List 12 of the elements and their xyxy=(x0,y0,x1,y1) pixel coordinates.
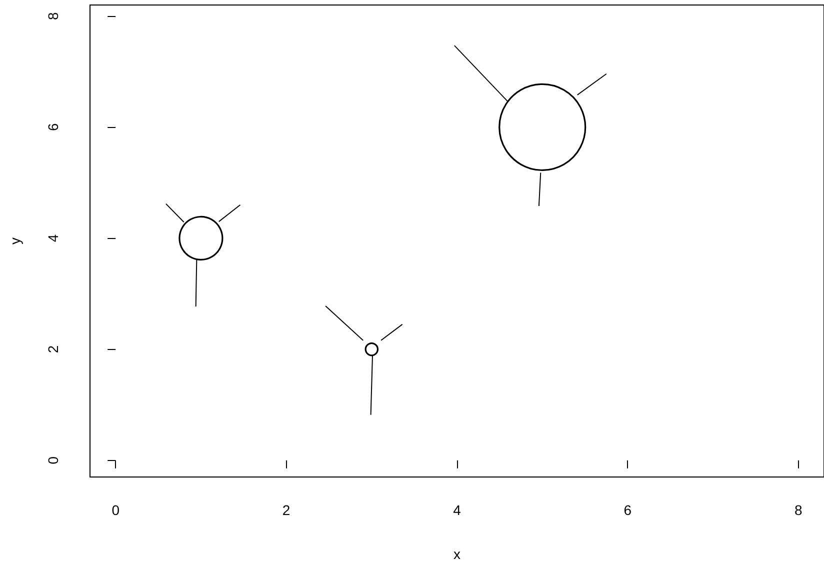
x-axis-title: x xyxy=(454,546,460,562)
x-tick-label: 8 xyxy=(794,502,802,518)
x-tick-label: 4 xyxy=(453,502,462,518)
y-tick-label: 4 xyxy=(45,234,61,242)
x-tick-label: 2 xyxy=(282,502,290,518)
y-tick-label: 6 xyxy=(45,123,61,132)
y-axis-title: y xyxy=(7,238,23,244)
y-tick-label: 8 xyxy=(45,12,61,20)
x-tick-label: 6 xyxy=(624,502,632,518)
x-tick-label: 0 xyxy=(112,502,120,518)
y-tick-label: 2 xyxy=(45,345,61,354)
y-tick-label: 0 xyxy=(45,456,61,464)
